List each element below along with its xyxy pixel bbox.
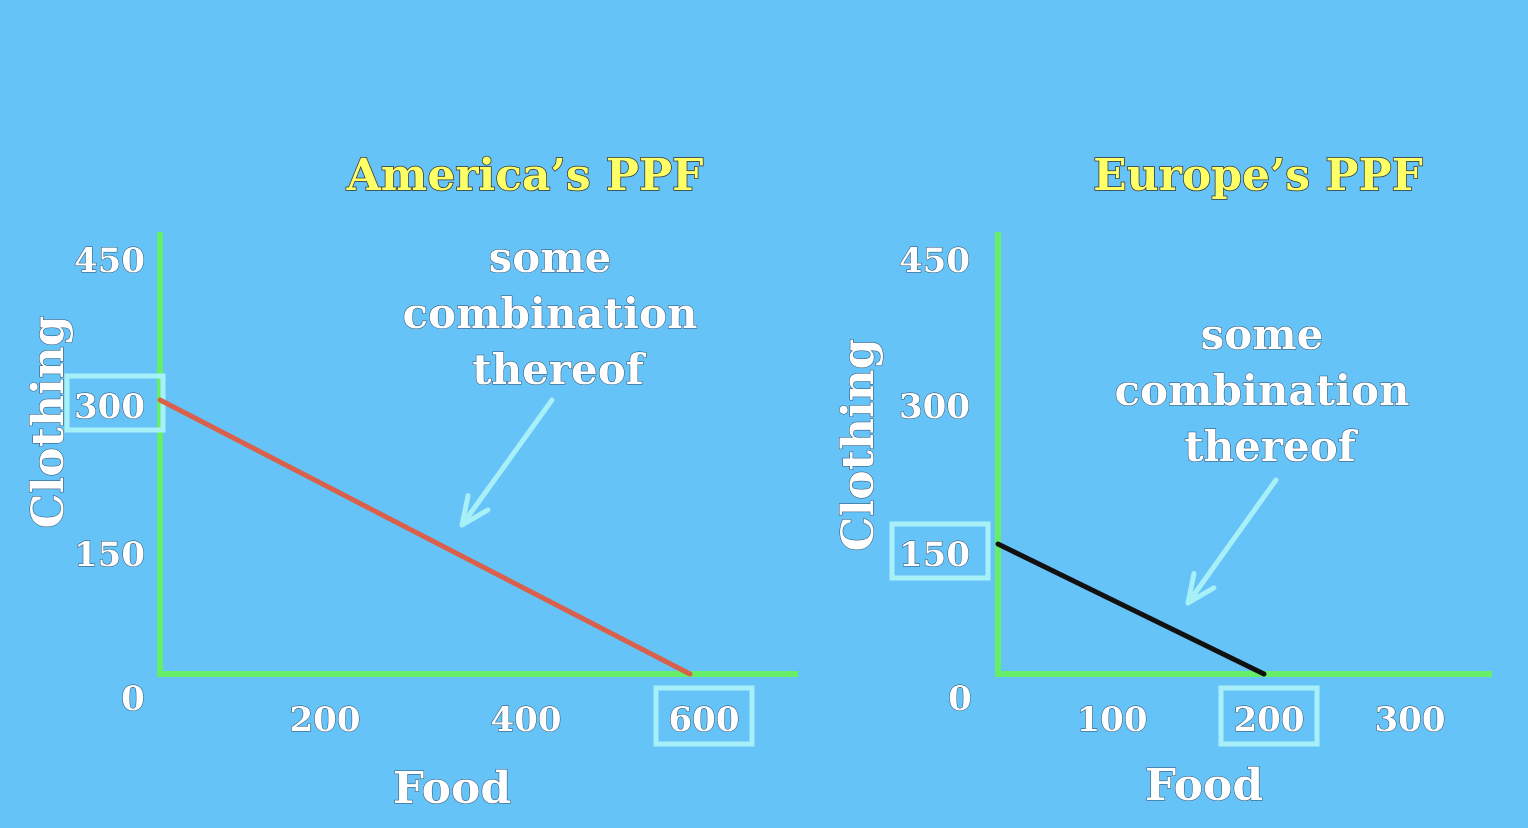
y-tick-label: 450	[74, 241, 145, 281]
y-axis-label: Clothing	[833, 339, 884, 552]
x-tick-label: 300	[1375, 700, 1446, 740]
arrow-shaft	[1185, 477, 1279, 606]
axes	[995, 232, 1492, 677]
origin-tick-label: 0	[121, 679, 145, 719]
arrow-head	[459, 493, 491, 528]
annotation-line-2: combination	[402, 289, 697, 338]
y-intercept-highlight-box	[889, 521, 991, 581]
arrow-head	[1185, 571, 1217, 606]
y-tick-label: 300	[74, 387, 145, 427]
tick-labels: 0 200 400 600 450 300 150	[64, 241, 755, 747]
annotation-line-1: some	[489, 233, 612, 282]
x-tick-label: 400	[491, 700, 562, 740]
chart-title: America’s PPF	[346, 150, 704, 201]
annotation-line-2: combination	[1114, 366, 1409, 415]
x-intercept-highlight-box	[653, 685, 755, 747]
y-tick-label: 450	[899, 241, 970, 281]
x-tick-label: 200	[1234, 700, 1305, 740]
y-axis-label: Clothing	[23, 316, 74, 529]
x-tick-label: 200	[290, 700, 361, 740]
annotation-arrow	[459, 397, 555, 528]
tick-labels: 0 100 200 300 450 300 150	[889, 241, 1446, 747]
arrow-shaft	[459, 397, 555, 528]
europe-ppf-chart: Europe’s PPF 0 100 200 300 450 300 150 Food Cl…	[833, 149, 1492, 812]
origin-tick-label: 0	[948, 679, 972, 719]
ppf-line	[995, 541, 1267, 677]
y-tick-label: 300	[899, 387, 970, 427]
annotation-line-1: some	[1201, 310, 1324, 359]
chart-title: Europe’s PPF	[1093, 150, 1423, 201]
ppf-line-series	[157, 397, 693, 677]
annotation-line-3: thereof	[1184, 422, 1359, 471]
ppf-line-series	[995, 541, 1267, 677]
x-tick-label: 100	[1077, 700, 1148, 740]
annotation-arrow	[1185, 477, 1279, 606]
y-tick-label: 150	[899, 535, 970, 575]
x-axis-label: Food	[393, 763, 511, 814]
annotation-line-3: thereof	[472, 345, 647, 394]
x-tick-label: 600	[669, 700, 740, 740]
x-axis-label: Food	[1145, 760, 1263, 811]
x-intercept-highlight-box	[1218, 685, 1320, 747]
america-ppf-chart: America’s PPF 0 200 400 600 450 300 150 Food C…	[23, 149, 798, 815]
ppf-line	[157, 397, 693, 677]
y-tick-label: 150	[74, 535, 145, 575]
